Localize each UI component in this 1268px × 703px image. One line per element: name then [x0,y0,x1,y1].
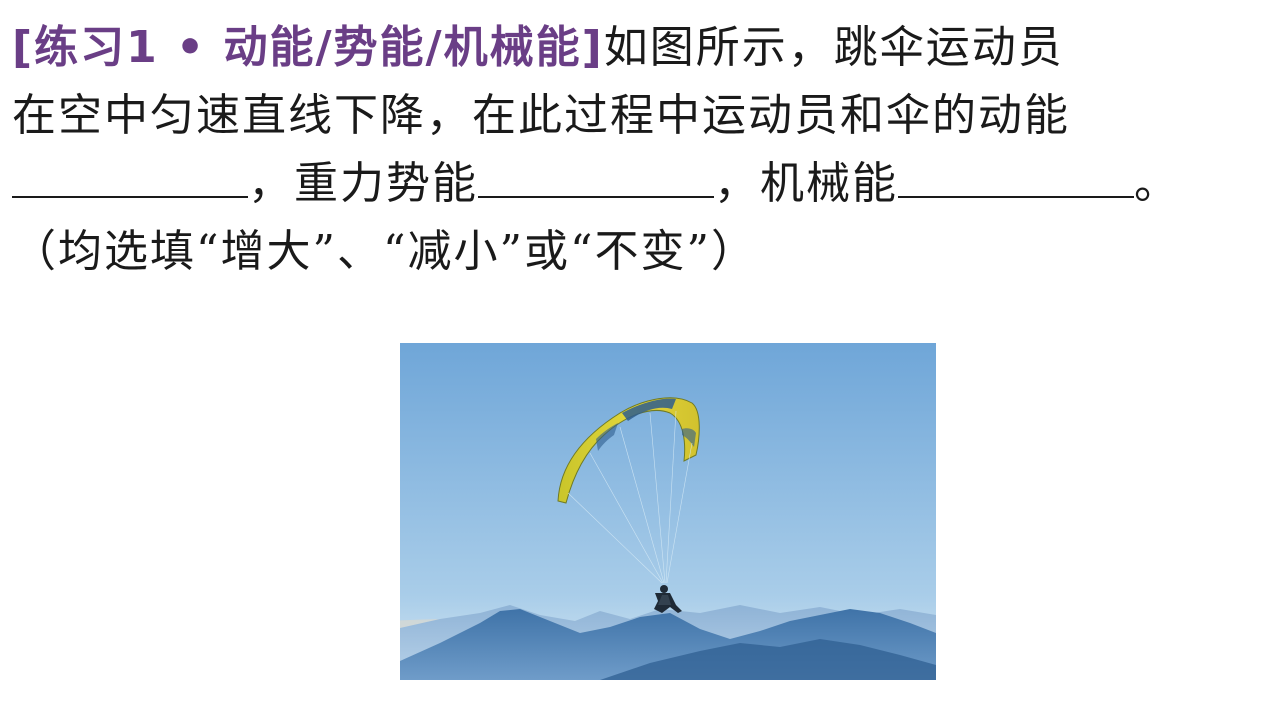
paraglider-photo [400,343,936,680]
question-line-3: ，重力势能 ，机械能 。 [12,150,1262,218]
answer-blank-kinetic[interactable] [12,158,248,198]
question-line-4: （均选填“增大”、“减小”或“不变”） [12,226,757,277]
separator-potential: ，重力势能 [248,158,478,209]
foreground-ridge [600,639,936,680]
question-line-2: 在空中匀速直线下降，在此过程中运动员和伞的动能 [12,90,1070,141]
paraglider-illustration [400,343,936,680]
suspension-lines [567,410,693,584]
separator-mechanical: ，机械能 [714,158,898,209]
line-end-period: 。 [1134,158,1180,209]
question-line-1: [练习1 • 动能/势能/机械能]如图所示，跳伞运动员 [12,14,1262,82]
question-text: [练习1 • 动能/势能/机械能]如图所示，跳伞运动员 在空中匀速直线下降，在此… [12,14,1262,286]
pilot [654,585,682,613]
question-line-1-text: 如图所示，跳伞运动员 [603,22,1064,73]
answer-blank-mechanical[interactable] [898,158,1134,198]
paraglider-canopy [557,397,700,504]
answer-blank-potential[interactable] [478,158,714,198]
exercise-tag: [练习1 • 动能/势能/机械能] [12,22,604,73]
